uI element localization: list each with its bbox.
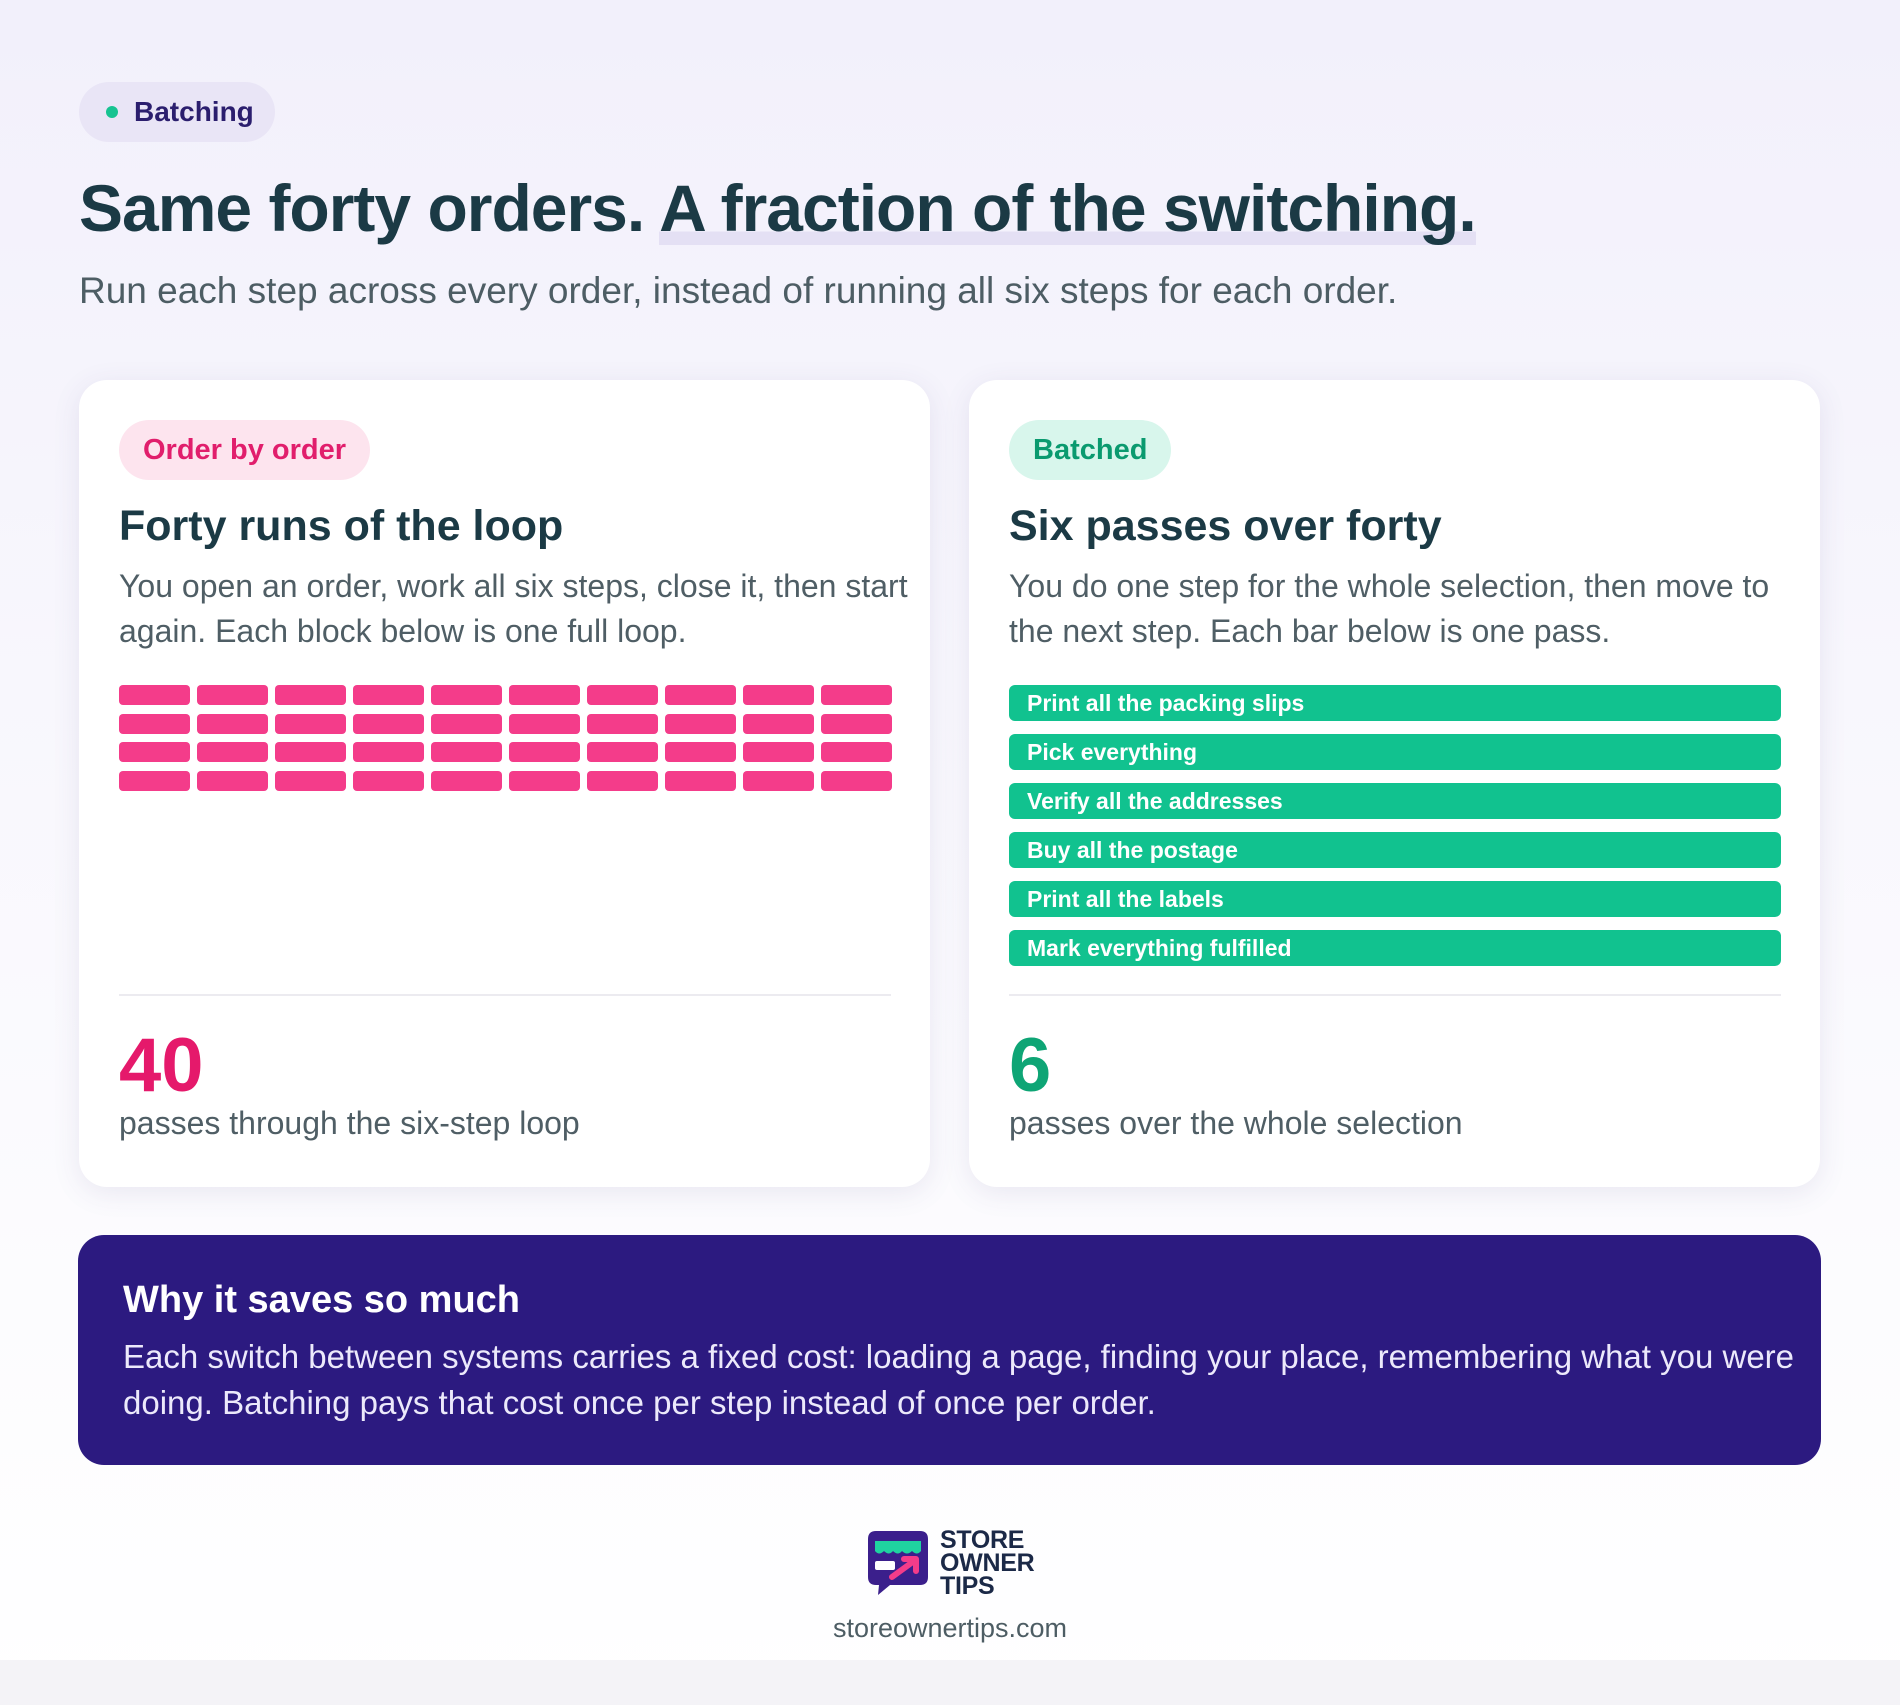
loop-block (587, 771, 658, 792)
loop-block (587, 713, 658, 734)
pass-bar: Mark everything fulfilled (1009, 930, 1781, 966)
loop-block (275, 685, 346, 705)
storefront-logo-icon (868, 1531, 928, 1595)
topic-tag: Batching (79, 82, 275, 142)
page: Batching Same forty orders. A fraction o… (78, 82, 1821, 1643)
loop-block (665, 713, 736, 734)
loop-block (509, 742, 580, 763)
pass-bar: Print all the packing slips (1009, 685, 1781, 721)
batched-card: Batched Six passes over forty You do one… (969, 380, 1820, 1187)
loop-block (275, 713, 346, 734)
loop-block (743, 713, 814, 734)
loop-block (821, 713, 892, 734)
store-owner-tips-logo: STORE OWNER TIPS (866, 1527, 1036, 1602)
logo-line-2: OWNER (940, 1549, 1035, 1577)
why-panel-title: Why it saves so much (123, 1279, 521, 1321)
why-panel-body: Each switch between systems carries a fi… (123, 1338, 1795, 1421)
why-it-saves-panel: Why it saves so much Each switch between… (78, 1235, 1821, 1465)
tag-dot-icon (106, 106, 118, 118)
page-title: Same forty orders. A fraction of the swi… (79, 170, 1477, 246)
loop-block (353, 713, 424, 734)
loop-block (821, 742, 892, 763)
loop-block (275, 742, 346, 763)
left-stat-value: 40 (119, 1023, 204, 1108)
loop-block (119, 771, 190, 792)
left-stat-caption: passes through the six-step loop (119, 1105, 580, 1141)
loop-block (197, 713, 268, 734)
loop-block (743, 742, 814, 763)
order-by-order-card: Order by order Forty runs of the loop Yo… (79, 380, 930, 1187)
pass-bar: Pick everything (1009, 734, 1781, 770)
loop-block (587, 685, 658, 705)
loop-block (665, 685, 736, 705)
loop-block (665, 771, 736, 792)
left-card-description: You open an order, work all six steps, c… (119, 568, 908, 649)
loop-block (353, 685, 424, 705)
logo-line-1: STORE (940, 1526, 1025, 1554)
loop-block (743, 771, 814, 792)
bottom-strip (0, 1660, 1900, 1705)
loop-block (197, 685, 268, 705)
loop-block (119, 713, 190, 734)
order-by-order-badge: Order by order (119, 420, 371, 480)
loop-block (665, 742, 736, 763)
topic-tag-label: Batching (134, 96, 254, 127)
batched-badge: Batched (1009, 420, 1172, 480)
loop-block (353, 771, 424, 792)
loop-block (509, 713, 580, 734)
loop-block (275, 771, 346, 792)
pass-bar: Print all the labels (1009, 881, 1781, 917)
loop-block (119, 742, 190, 763)
loop-block (353, 742, 424, 763)
loop-block (197, 771, 268, 792)
logo-line-3: TIPS (940, 1572, 995, 1600)
loop-block (821, 771, 892, 792)
loop-block (743, 685, 814, 705)
right-stat-value: 6 (1009, 1023, 1052, 1108)
right-stat-caption: passes over the whole selection (1009, 1105, 1463, 1141)
left-card-divider (119, 994, 891, 996)
loop-block (431, 742, 502, 763)
page-title-highlight: A fraction of the switching. (659, 171, 1477, 245)
pass-bar: Buy all the postage (1009, 832, 1781, 868)
left-card-title: Forty runs of the loop (119, 502, 564, 550)
page-subtitle: Run each step across every order, instea… (79, 270, 1398, 311)
loop-block (431, 771, 502, 792)
loop-block (197, 742, 268, 763)
right-card-divider (1009, 994, 1781, 996)
loop-block (509, 685, 580, 705)
loop-block (431, 685, 502, 705)
right-card-title: Six passes over forty (1009, 502, 1442, 550)
loop-block (509, 771, 580, 792)
pass-bar: Verify all the addresses (1009, 783, 1781, 819)
page-title-part1: Same forty orders. (79, 171, 660, 245)
loop-blocks-grid (119, 685, 892, 792)
logo-wordmark: STORE OWNER TIPS (940, 1526, 1035, 1600)
right-card-description: You do one step for the whole selection,… (1009, 568, 1770, 649)
loop-block (119, 685, 190, 705)
site-url-link[interactable]: storeownertips.com (832, 1613, 1068, 1643)
loop-block (587, 742, 658, 763)
loop-block (821, 685, 892, 705)
loop-block (431, 713, 502, 734)
